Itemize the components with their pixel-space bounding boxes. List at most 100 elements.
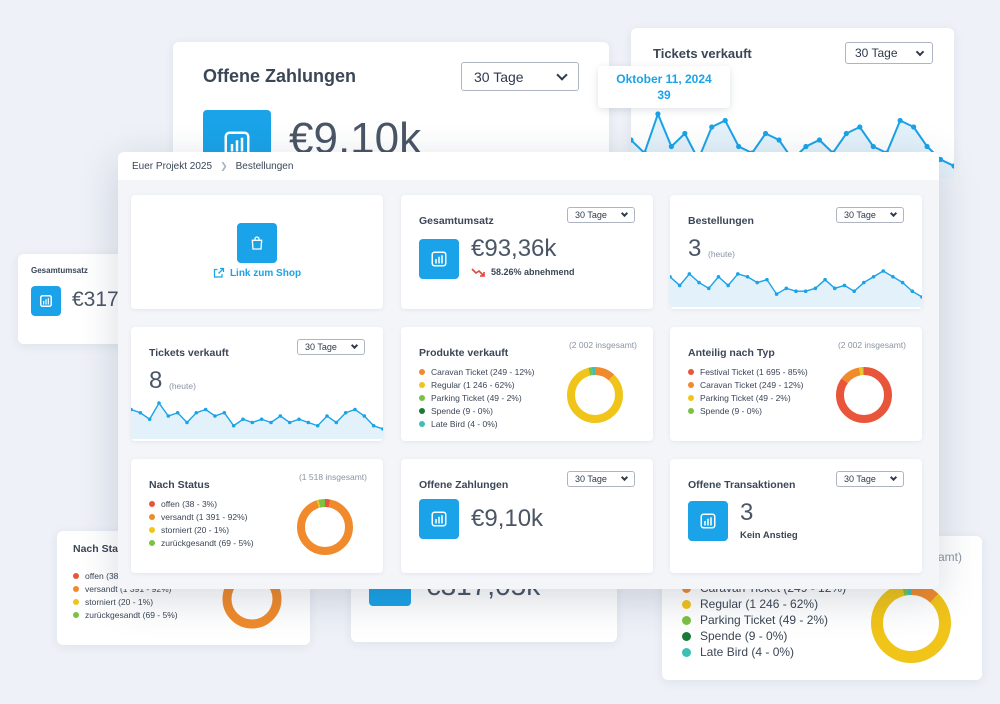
shop-link[interactable]: Link zum Shop	[131, 267, 383, 279]
breadcrumb-project[interactable]: Euer Projekt 2025	[132, 160, 213, 172]
sparkline-point	[668, 143, 674, 150]
sparkline-point	[706, 286, 711, 291]
chevron-down-icon	[889, 473, 898, 482]
tickets-value: 8	[149, 367, 163, 394]
legend-label: Caravan Ticket (249 - 12%)	[700, 379, 804, 390]
chevron-down-icon	[915, 47, 925, 56]
transaktionen-title: Offene Transaktionen	[688, 479, 796, 491]
sparkline-point	[362, 414, 367, 418]
status-title: Nach Status	[149, 479, 210, 491]
sparkline-point	[315, 423, 320, 428]
status-legend: offen (38 - 3%) versandt (1 391 - 92%) sto…	[149, 497, 254, 549]
select-value: 30 Tage	[844, 210, 876, 220]
bestellungen-title: Bestellungen	[688, 215, 754, 227]
sparkline-point	[287, 420, 292, 425]
bg-tickets-title: Tickets verkauft	[653, 46, 752, 61]
shop-link-label: Link zum Shop	[229, 267, 302, 279]
bar-chart-icon	[419, 499, 459, 539]
bg-gesamt-title: Gesamtumsatz	[31, 266, 88, 275]
gesamtumsatz-period-select[interactable]: 30 Tage	[567, 207, 635, 223]
gesamtumsatz-title: Gesamtumsatz	[419, 215, 494, 227]
donut-segment	[297, 499, 353, 555]
legend-dot	[688, 394, 694, 401]
sparkline-point	[147, 417, 152, 422]
breadcrumb-page: Bestellungen	[235, 160, 294, 172]
select-value: 30 Tage	[844, 474, 876, 484]
sparkline-point	[682, 130, 688, 137]
breadcrumb: Euer Projekt 2025 ❯ Bestellungen	[118, 152, 939, 180]
legend-item: Festival Ticket (1 695 - 85%)	[688, 365, 808, 378]
produkte-title: Produkte verkauft	[419, 347, 509, 359]
chevron-down-icon	[889, 209, 898, 218]
sparkline-point	[951, 163, 954, 169]
legend-item: Late Bird (4 - 0%)	[419, 417, 534, 430]
sparkline-point	[297, 417, 301, 422]
chevron-down-icon	[620, 209, 629, 218]
sparkline-point	[631, 137, 634, 143]
legend-dot	[149, 539, 155, 546]
legend-dot	[419, 368, 425, 375]
sparkline-point	[175, 410, 180, 415]
anteilig-legend: Festival Ticket (1 695 - 85%) Caravan Tic…	[688, 365, 808, 417]
sparkline-point	[816, 137, 823, 143]
sparkline-point	[381, 427, 383, 431]
tooltip-value: 39	[657, 88, 671, 102]
shopping-bag-icon[interactable]	[237, 223, 277, 263]
donut-segment	[871, 583, 951, 663]
sparkline-point	[231, 423, 236, 428]
bg-tickets-period-select[interactable]: 30 Tage	[845, 42, 933, 64]
tooltip-date: Oktober 11, 2024	[616, 72, 712, 86]
offene-period-select[interactable]: 30 Tage	[567, 471, 635, 487]
bg-offene-period-select[interactable]: 30 Tage	[461, 62, 579, 91]
legend-item: Spende (9 - 0%)	[688, 404, 808, 417]
chevron-right-icon: ❯	[220, 160, 228, 171]
bestellungen-note: (heute)	[708, 249, 735, 259]
legend-dot	[419, 381, 425, 388]
legend-label: Parking Ticket (49 - 2%)	[700, 392, 791, 403]
transaktionen-period-select[interactable]: 30 Tage	[836, 471, 904, 487]
sparkline-point	[222, 410, 227, 415]
sparkline-point	[726, 283, 730, 288]
sparkline-point	[762, 130, 769, 137]
produkte-legend: Caravan Ticket (249 - 12%) Regular (1 246…	[419, 365, 534, 430]
select-value: 30 Tage	[575, 474, 607, 484]
sparkline-point	[670, 274, 672, 279]
donut-segment	[871, 583, 951, 663]
tickets-title: Tickets verkauft	[149, 347, 229, 359]
offene-zahlungen-card: Offene Zahlungen 30 Tage €9,10k	[401, 459, 653, 573]
legend-label: Late Bird (4 - 0%)	[431, 418, 498, 429]
gesamtumsatz-card: Gesamtumsatz 30 Tage €93,36k 58.26% abne…	[401, 195, 653, 309]
sparkline-point	[736, 272, 740, 276]
anteilig-card: Anteilig nach Typ (2 002 insgesamt) Fest…	[670, 327, 922, 441]
chevron-down-icon	[620, 473, 629, 482]
legend-label: versandt (1 391 - 92%)	[161, 511, 248, 522]
tickets-period-select[interactable]: 30 Tage	[297, 339, 365, 355]
sparkline-point	[655, 111, 661, 117]
sparkline-point	[371, 423, 376, 428]
sparkline-point	[776, 137, 782, 143]
sparkline-point	[343, 410, 348, 415]
sparkline-point	[278, 414, 283, 418]
bar-chart-icon	[31, 286, 61, 316]
legend-dot	[688, 381, 694, 388]
legend-item: zurückgesandt (69 - 5%)	[149, 536, 254, 549]
sparkline-point	[157, 401, 161, 405]
gesamtumsatz-value: €93,36k	[471, 235, 557, 262]
sparkline-point	[269, 420, 273, 425]
chevron-down-icon	[350, 341, 359, 350]
sparkline-point	[765, 277, 769, 282]
legend-dot	[688, 407, 694, 414]
bestellungen-period-select[interactable]: 30 Tage	[836, 207, 904, 223]
legend-label: Spende (9 - 0%)	[700, 405, 762, 416]
sparkline-point	[185, 420, 189, 425]
chart-tooltip: Oktober 11, 2024 39	[598, 66, 730, 108]
legend-item: offen (38 - 3%)	[149, 497, 254, 510]
bg-offene-title: Offene Zahlungen	[203, 66, 356, 86]
transaktionen-value: 3	[740, 499, 754, 526]
anteilig-total: (2 002 insgesamt)	[837, 340, 906, 350]
transaktionen-card: Offene Transaktionen 30 Tage 3 Kein Anst…	[670, 459, 922, 573]
donut-segment	[567, 367, 623, 423]
sparkline-point	[871, 274, 876, 279]
legend-dot	[149, 500, 155, 507]
sparkline-point	[138, 410, 143, 415]
